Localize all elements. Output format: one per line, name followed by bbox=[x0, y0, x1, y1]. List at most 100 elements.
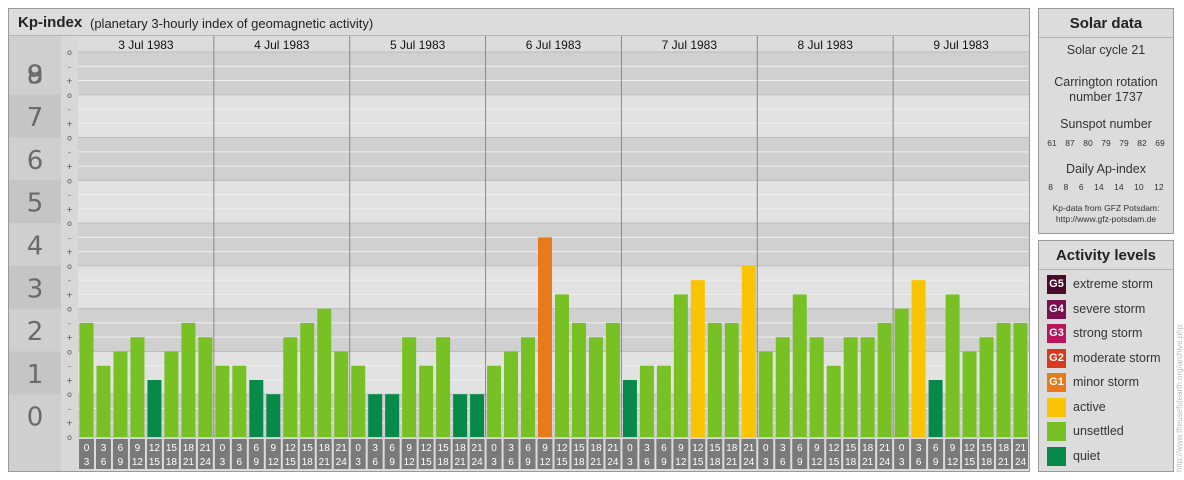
interval-end-label: 24 bbox=[472, 457, 484, 468]
kp-bar bbox=[860, 337, 875, 437]
kp-bar bbox=[928, 379, 943, 437]
interval-end-label: 15 bbox=[149, 457, 161, 468]
kp-bar bbox=[266, 394, 281, 437]
kp-bar bbox=[504, 351, 519, 437]
y-tick-label: 3 bbox=[27, 274, 44, 304]
day-label: 9 Jul 1983 bbox=[933, 38, 989, 52]
interval-cell bbox=[486, 439, 502, 469]
interval-cell bbox=[724, 439, 740, 469]
kp-bar bbox=[809, 337, 824, 437]
interval-cell bbox=[554, 439, 570, 469]
interval-start-label: 6 bbox=[797, 443, 803, 454]
kp-bar bbox=[453, 394, 468, 437]
kp-bar bbox=[605, 322, 620, 437]
y-tick-label: 9 bbox=[27, 60, 44, 90]
interval-end-label: 18 bbox=[438, 457, 450, 468]
interval-end-label: 3 bbox=[355, 457, 361, 468]
sunspot-value: 82 bbox=[1137, 138, 1147, 148]
kp-bar bbox=[555, 294, 569, 437]
interval-start-label: 18 bbox=[998, 443, 1010, 454]
interval-end-label: 21 bbox=[998, 457, 1010, 468]
sunspot-values: 61 87 80 79 79 82 69 bbox=[1039, 138, 1173, 148]
y-tick-label: 1 bbox=[27, 360, 44, 390]
y-subtick-label: + bbox=[66, 419, 73, 428]
kp-bar bbox=[826, 365, 841, 437]
kp-bar bbox=[571, 322, 586, 437]
interval-end-label: 6 bbox=[101, 457, 107, 468]
interval-start-label: 18 bbox=[862, 443, 874, 454]
interval-cell bbox=[248, 439, 264, 469]
y-subtick-label: - bbox=[68, 62, 71, 71]
interval-start-label: 12 bbox=[692, 443, 704, 454]
kp-bar bbox=[724, 322, 739, 437]
sunspot-label: Sunspot number bbox=[1060, 117, 1152, 131]
sunspot-value: 79 bbox=[1119, 138, 1129, 148]
level-swatch: G4 bbox=[1047, 299, 1066, 319]
interval-cell bbox=[673, 439, 689, 469]
interval-cell bbox=[435, 439, 451, 469]
kp-bar bbox=[96, 365, 111, 437]
interval-cell bbox=[1013, 439, 1028, 469]
kp-bar bbox=[962, 351, 977, 437]
kp-bar bbox=[249, 379, 264, 437]
interval-cell bbox=[758, 439, 774, 469]
interval-cell bbox=[299, 439, 315, 469]
interval-end-label: 18 bbox=[709, 457, 721, 468]
ap-value: 6 bbox=[1078, 182, 1084, 192]
source-link[interactable]: http://www.gfz-potsdam.de bbox=[1055, 214, 1157, 224]
interval-cell bbox=[231, 439, 247, 469]
ap-value: 8 bbox=[1063, 182, 1069, 192]
y-subtick-label: + bbox=[66, 290, 73, 299]
interval-start-label: 6 bbox=[389, 443, 395, 454]
interval-start-label: 12 bbox=[149, 443, 161, 454]
kp-bar bbox=[283, 337, 298, 437]
interval-end-label: 15 bbox=[421, 457, 433, 468]
interval-cell bbox=[656, 439, 672, 469]
y-subtick-label: o bbox=[67, 91, 72, 100]
interval-cell bbox=[418, 439, 434, 469]
ap-value: 10 bbox=[1134, 182, 1144, 192]
y-subtick-label: - bbox=[68, 319, 71, 328]
kp-bar bbox=[622, 379, 637, 437]
interval-end-label: 24 bbox=[879, 457, 891, 468]
interval-start-label: 12 bbox=[285, 443, 297, 454]
interval-end-label: 12 bbox=[539, 457, 551, 468]
kp-bar bbox=[79, 322, 94, 437]
interval-end-label: 21 bbox=[862, 457, 874, 468]
interval-cell bbox=[163, 439, 179, 469]
interval-end-label: 12 bbox=[268, 457, 280, 468]
interval-cell bbox=[520, 439, 536, 469]
interval-end-label: 24 bbox=[607, 457, 619, 468]
level-swatch bbox=[1047, 397, 1066, 417]
interval-end-label: 18 bbox=[302, 457, 314, 468]
interval-cell bbox=[945, 439, 961, 469]
day-label: 5 Jul 1983 bbox=[390, 38, 446, 52]
y-axis-band bbox=[9, 265, 61, 309]
interval-cell bbox=[282, 439, 298, 469]
kp-bar bbox=[758, 351, 773, 437]
interval-end-label: 12 bbox=[132, 457, 144, 468]
interval-start-label: 3 bbox=[644, 443, 650, 454]
interval-cell bbox=[928, 439, 944, 469]
interval-cell bbox=[112, 439, 128, 469]
y-subtick-label: + bbox=[66, 333, 73, 342]
carrington-line2: number 1737 bbox=[1069, 90, 1143, 104]
y-subtick-label: + bbox=[66, 248, 73, 257]
kp-band bbox=[78, 52, 1029, 95]
interval-start-label: 3 bbox=[101, 443, 107, 454]
kp-band bbox=[78, 180, 1029, 224]
y-subtick-label: o bbox=[67, 48, 72, 57]
y-subtick-label: - bbox=[68, 105, 71, 114]
y-subtick-label: + bbox=[66, 376, 73, 385]
interval-end-label: 24 bbox=[336, 457, 348, 468]
y-subtick-label: - bbox=[68, 404, 71, 413]
kp-bar bbox=[436, 337, 451, 437]
interval-cell bbox=[911, 439, 927, 469]
kp-bar bbox=[538, 237, 552, 437]
kp-bar bbox=[521, 337, 536, 437]
ap-value: 12 bbox=[1154, 182, 1164, 192]
interval-cell bbox=[469, 439, 485, 469]
kp-bar bbox=[181, 322, 196, 437]
level-swatch bbox=[1047, 446, 1066, 466]
interval-cell bbox=[503, 439, 519, 469]
